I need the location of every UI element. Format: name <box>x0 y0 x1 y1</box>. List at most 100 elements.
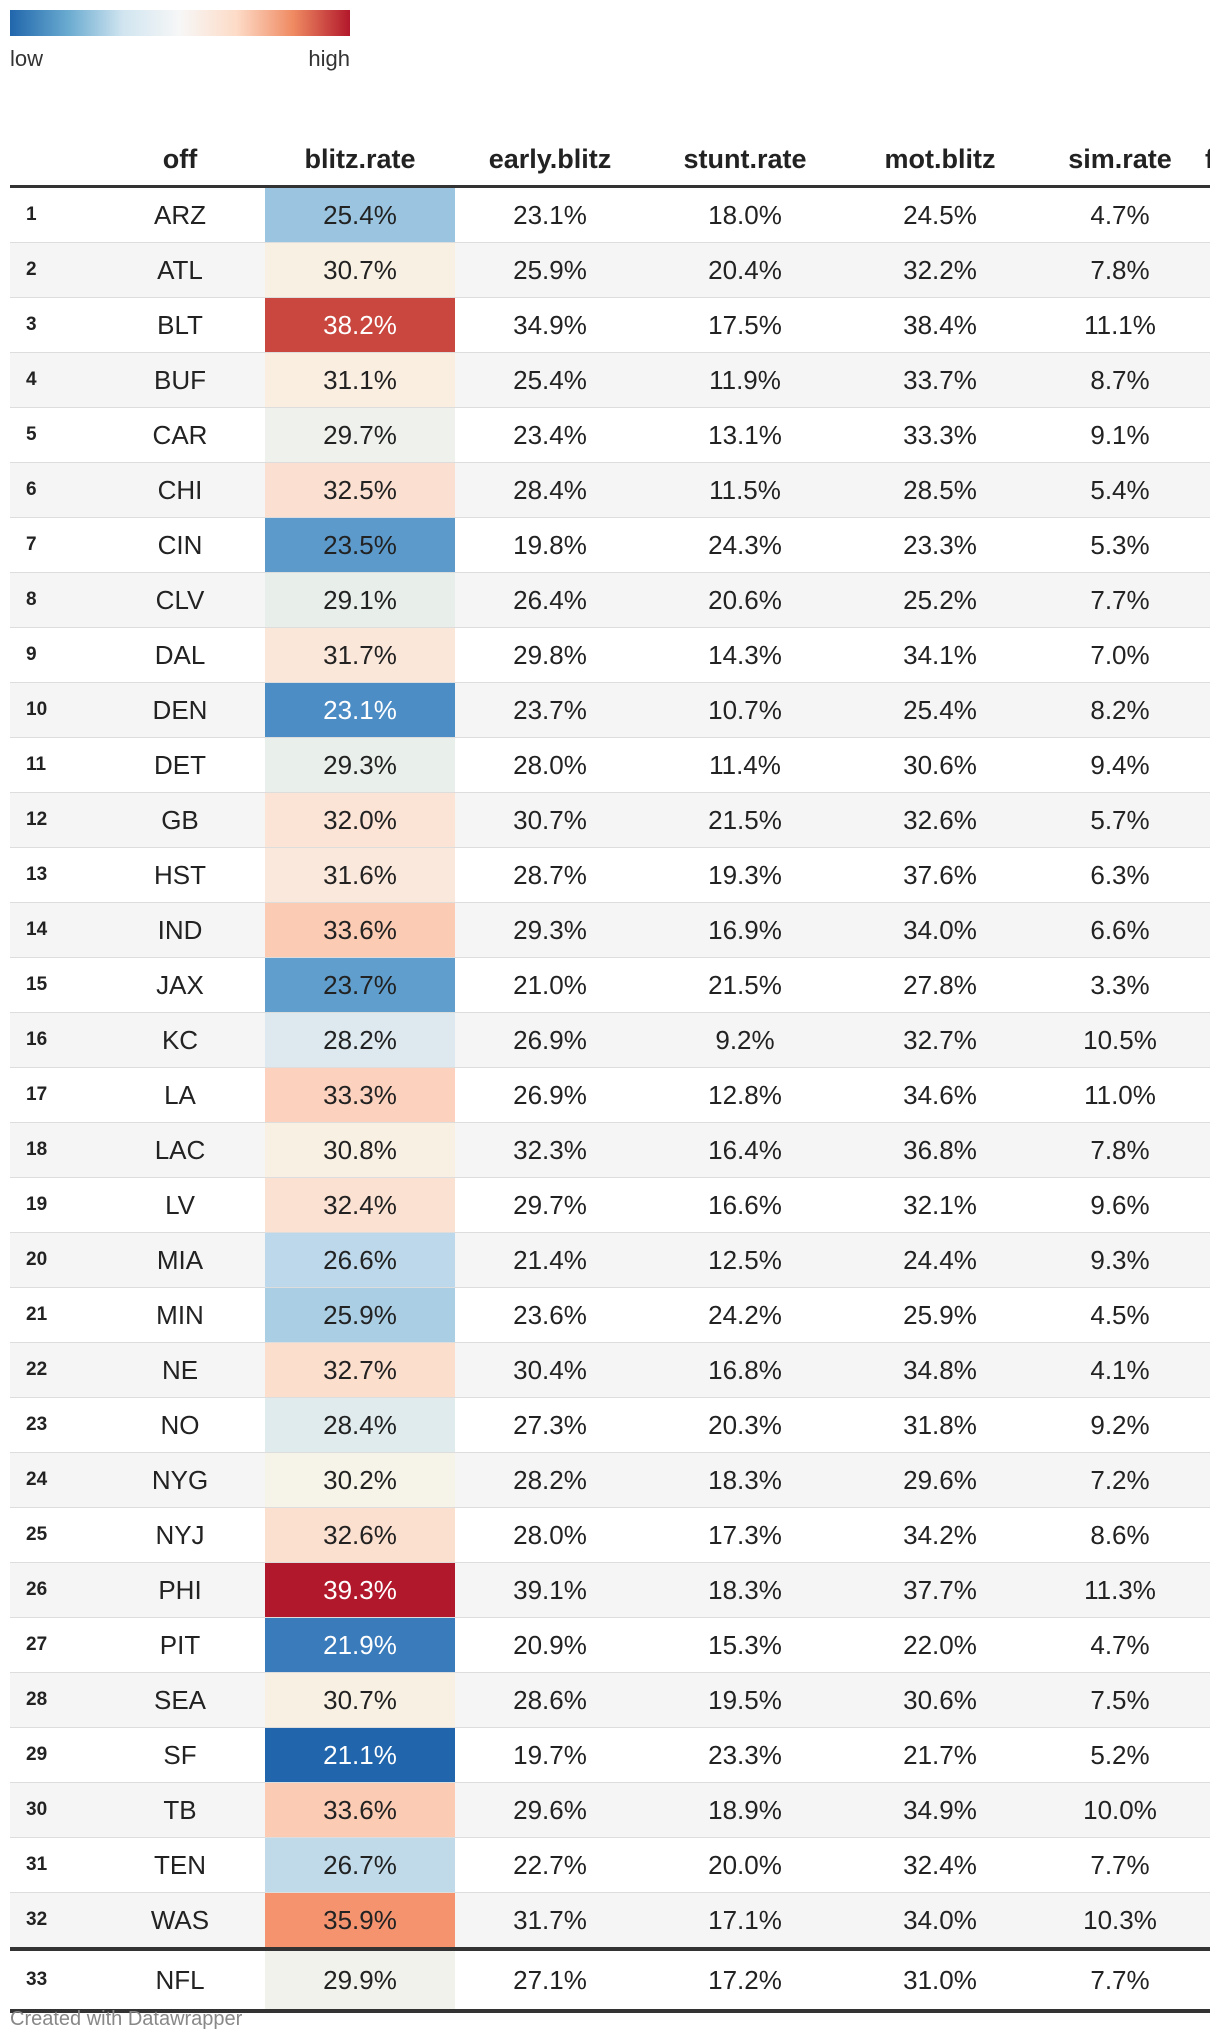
cell-fiv <box>1205 572 1210 628</box>
column-header-mot-blitz[interactable]: mot.blitz <box>884 144 996 174</box>
cell-off: DAL <box>95 627 265 683</box>
cell-stunt-rate: 18.3% <box>645 1452 845 1508</box>
row-rank: 18 <box>10 1122 95 1178</box>
cell-early-blitz: 29.6% <box>455 1782 645 1838</box>
table-row: 5 CAR 29.7% 23.4% 13.1% 33.3% 9.1% <box>10 407 1210 463</box>
cell-off: MIN <box>95 1287 265 1343</box>
column-header-fiv[interactable]: fiv <box>1205 115 1210 187</box>
row-rank: 17 <box>10 1067 95 1123</box>
table-row: 23 NO 28.4% 27.3% 20.3% 31.8% 9.2% <box>10 1397 1210 1453</box>
cell-stunt-rate: 16.8% <box>645 1342 845 1398</box>
row-rank: 7 <box>10 517 95 573</box>
cell-mot-blitz: 28.5% <box>845 462 1035 518</box>
row-rank: 8 <box>10 572 95 628</box>
table-viewport[interactable]: off blitz.rate early.blitz stunt.rate mo… <box>10 115 1210 2013</box>
cell-fiv <box>1205 1562 1210 1618</box>
cell-blitz-rate: 25.4% <box>265 186 455 243</box>
column-header-off[interactable]: off <box>162 144 198 174</box>
table-row: 19 LV 32.4% 29.7% 16.6% 32.1% 9.6% <box>10 1177 1210 1233</box>
table-row: 6 CHI 32.5% 28.4% 11.5% 28.5% 5.4% <box>10 462 1210 518</box>
cell-stunt-rate: 18.3% <box>645 1562 845 1618</box>
cell-fiv <box>1205 517 1210 573</box>
cell-fiv <box>1205 1837 1210 1893</box>
cell-mot-blitz: 33.3% <box>845 407 1035 463</box>
cell-fiv <box>1205 902 1210 958</box>
cell-mot-blitz: 32.2% <box>845 242 1035 298</box>
cell-fiv <box>1205 1949 1210 2011</box>
column-header-blitz-rate[interactable]: blitz.rate <box>304 144 416 174</box>
datawrapper-credit[interactable]: Created with Datawrapper <box>10 2008 243 2030</box>
cell-blitz-rate: 32.6% <box>265 1507 455 1563</box>
cell-sim-rate: 4.5% <box>1035 1287 1205 1343</box>
cell-early-blitz: 26.9% <box>455 1012 645 1068</box>
cell-early-blitz: 25.4% <box>455 352 645 408</box>
cell-blitz-rate: 33.3% <box>265 1067 455 1123</box>
cell-stunt-rate: 12.8% <box>645 1067 845 1123</box>
row-rank: 30 <box>10 1782 95 1838</box>
cell-early-blitz: 28.4% <box>455 462 645 518</box>
cell-stunt-rate: 24.3% <box>645 517 845 573</box>
cell-early-blitz: 29.7% <box>455 1177 645 1233</box>
table-row: 8 CLV 29.1% 26.4% 20.6% 25.2% 7.7% <box>10 572 1210 628</box>
column-header-stunt-rate[interactable]: stunt.rate <box>683 144 807 174</box>
cell-stunt-rate: 19.3% <box>645 847 845 903</box>
cell-early-blitz: 19.7% <box>455 1727 645 1783</box>
cell-early-blitz: 28.2% <box>455 1452 645 1508</box>
cell-sim-rate: 5.3% <box>1035 517 1205 573</box>
cell-stunt-rate: 13.1% <box>645 407 845 463</box>
cell-off: JAX <box>95 957 265 1013</box>
cell-early-blitz: 22.7% <box>455 1837 645 1893</box>
cell-fiv <box>1205 1177 1210 1233</box>
cell-early-blitz: 28.6% <box>455 1672 645 1728</box>
cell-fiv <box>1205 1452 1210 1508</box>
legend-low-label: low <box>10 46 44 71</box>
cell-early-blitz: 32.3% <box>455 1122 645 1178</box>
cell-stunt-rate: 11.4% <box>645 737 845 793</box>
table-row: 3 BLT 38.2% 34.9% 17.5% 38.4% 11.1% <box>10 297 1210 353</box>
cell-off: TEN <box>95 1837 265 1893</box>
cell-sim-rate: 9.6% <box>1035 1177 1205 1233</box>
cell-blitz-rate: 32.4% <box>265 1177 455 1233</box>
cell-blitz-rate: 31.6% <box>265 847 455 903</box>
cell-stunt-rate: 16.6% <box>645 1177 845 1233</box>
table-row: 29 SF 21.1% 19.7% 23.3% 21.7% 5.2% <box>10 1727 1210 1783</box>
row-rank: 26 <box>10 1562 95 1618</box>
cell-off: CIN <box>95 517 265 573</box>
cell-mot-blitz: 30.6% <box>845 737 1035 793</box>
cell-off: BLT <box>95 297 265 353</box>
cell-early-blitz: 20.9% <box>455 1617 645 1673</box>
cell-off: SF <box>95 1727 265 1783</box>
cell-off: NYJ <box>95 1507 265 1563</box>
cell-off: ARZ <box>95 186 265 243</box>
cell-mot-blitz: 32.6% <box>845 792 1035 848</box>
cell-mot-blitz: 27.8% <box>845 957 1035 1013</box>
cell-off: DET <box>95 737 265 793</box>
table-row: 16 KC 28.2% 26.9% 9.2% 32.7% 10.5% <box>10 1012 1210 1068</box>
cell-mot-blitz: 34.0% <box>845 902 1035 958</box>
cell-stunt-rate: 18.9% <box>645 1782 845 1838</box>
legend-gradient-bar <box>10 10 350 36</box>
cell-early-blitz: 31.7% <box>455 1892 645 1950</box>
cell-blitz-rate: 30.7% <box>265 242 455 298</box>
cell-blitz-rate: 28.2% <box>265 1012 455 1068</box>
cell-fiv <box>1205 186 1210 243</box>
cell-fiv <box>1205 1232 1210 1288</box>
cell-early-blitz: 34.9% <box>455 297 645 353</box>
cell-early-blitz: 19.8% <box>455 517 645 573</box>
cell-mot-blitz: 34.9% <box>845 1782 1035 1838</box>
cell-off: CLV <box>95 572 265 628</box>
cell-sim-rate: 7.8% <box>1035 1122 1205 1178</box>
cell-sim-rate: 5.2% <box>1035 1727 1205 1783</box>
column-header-sim-rate[interactable]: sim.rate <box>1068 144 1172 174</box>
cell-blitz-rate: 31.1% <box>265 352 455 408</box>
cell-early-blitz: 23.6% <box>455 1287 645 1343</box>
cell-sim-rate: 6.3% <box>1035 847 1205 903</box>
row-rank: 20 <box>10 1232 95 1288</box>
cell-early-blitz: 23.7% <box>455 682 645 738</box>
cell-mot-blitz: 24.5% <box>845 186 1035 243</box>
cell-sim-rate: 4.1% <box>1035 1342 1205 1398</box>
column-header-early-blitz[interactable]: early.blitz <box>488 144 612 174</box>
row-rank: 32 <box>10 1892 95 1950</box>
table-row: 31 TEN 26.7% 22.7% 20.0% 32.4% 7.7% <box>10 1837 1210 1893</box>
cell-stunt-rate: 21.5% <box>645 792 845 848</box>
